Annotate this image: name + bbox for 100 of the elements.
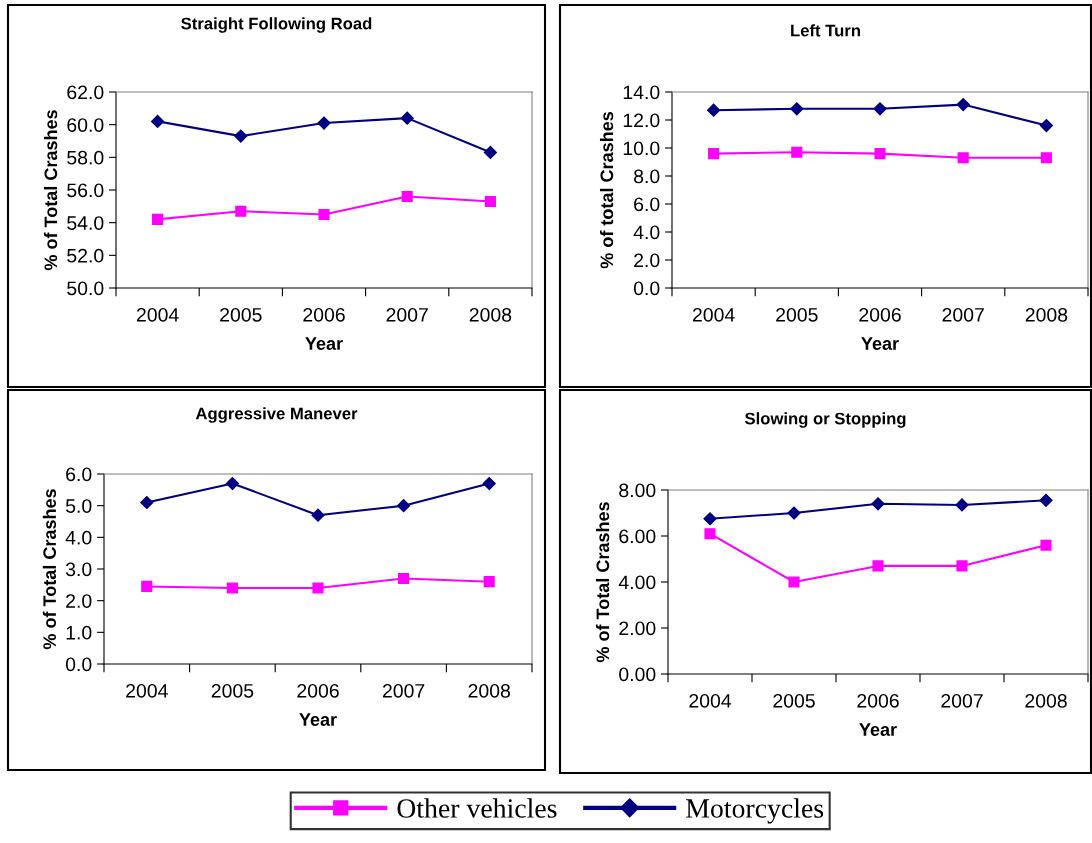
legend-label: Motorcycles: [686, 798, 824, 824]
x-tick-label: 2006: [859, 307, 901, 322]
y-tick-label: 3.0: [65, 562, 92, 577]
point: [956, 98, 970, 112]
point: [874, 148, 886, 160]
point: [956, 560, 968, 572]
y-tick-label: 4.00: [618, 575, 656, 590]
y-tick-label: 52.0: [67, 248, 104, 263]
point: [483, 576, 495, 588]
y-tick-label: 10.0: [623, 141, 660, 156]
x-tick-label: 2005: [211, 683, 254, 698]
y-tick-label: 6.0: [66, 467, 92, 482]
point: [703, 512, 717, 526]
y-tick-label: 2.00: [619, 621, 656, 636]
point: [318, 208, 330, 221]
x-tick-label: 2006: [297, 683, 339, 698]
point: [788, 576, 800, 588]
x-tick-label: 2007: [382, 683, 425, 698]
point: [872, 560, 884, 572]
point: [140, 495, 154, 510]
x-tick-label: 2006: [303, 307, 345, 322]
point: [955, 498, 969, 512]
x-axis-title: Year: [305, 337, 343, 350]
legend-label: Other vehicles: [397, 798, 557, 818]
point: [704, 528, 716, 540]
y-tick-label: 8.00: [619, 483, 656, 498]
point: [400, 111, 414, 125]
x-axis-title: Year: [861, 337, 899, 350]
point: [873, 102, 887, 116]
x-tick-label: 2008: [1025, 693, 1067, 708]
point: [1040, 152, 1052, 164]
y-axis-title: % of total Crashes: [599, 111, 614, 269]
point: [1039, 119, 1053, 133]
point: [152, 213, 164, 225]
x-tick-label: 2006: [857, 693, 899, 708]
point: [482, 476, 496, 491]
y-tick-label: 8.0: [634, 169, 660, 184]
y-tick-label: 2.0: [634, 253, 660, 268]
point: [312, 582, 324, 594]
y-tick-label: 6.00: [619, 529, 656, 544]
y-tick-label: 1.0: [66, 625, 92, 640]
y-axis-title: % of Total Crashes: [43, 110, 58, 271]
x-tick-label: 2004: [126, 683, 168, 698]
y-tick-label: 2.0: [66, 594, 92, 608]
y-tick-label: 14.0: [623, 85, 660, 100]
point: [141, 580, 153, 592]
x-tick-label: 2007: [386, 307, 428, 322]
y-axis-title: % of Total Crashes: [42, 489, 57, 650]
chart-title: Slowing or Stopping: [744, 412, 906, 428]
point: [317, 116, 331, 130]
point: [234, 129, 248, 143]
point: [225, 476, 239, 491]
y-tick-label: 56.0: [67, 183, 104, 198]
y-tick-label: 0.0: [65, 657, 92, 672]
point: [1039, 493, 1053, 507]
point: [790, 102, 804, 116]
point: [483, 145, 497, 160]
chart-title: Left Turn: [791, 24, 860, 37]
y-tick-label: 6.0: [634, 197, 660, 212]
x-tick-label: 2007: [941, 693, 983, 708]
x-tick-label: 2007: [942, 307, 984, 322]
y-tick-label: 4.0: [633, 225, 660, 240]
y-tick-label: 60.0: [67, 118, 104, 132]
x-tick-label: 2004: [689, 693, 732, 708]
x-tick-label: 2005: [776, 307, 818, 322]
point: [957, 152, 969, 164]
x-tick-label: 2008: [469, 307, 512, 322]
point: [787, 506, 801, 520]
y-tick-label: 62.0: [67, 85, 104, 100]
point: [484, 195, 496, 207]
point: [397, 499, 411, 513]
y-tick-label: 0.0: [633, 281, 660, 296]
point: [226, 582, 238, 594]
chart-title: Aggressive Manever: [195, 407, 358, 423]
y-tick-label: 12.0: [623, 113, 660, 128]
x-tick-label: 2005: [220, 307, 262, 322]
y-axis-title: % of Total Crashes: [595, 502, 610, 663]
point: [1040, 539, 1052, 551]
y-tick-label: 0.00: [619, 667, 656, 682]
y-tick-label: 4.0: [65, 530, 92, 545]
point: [235, 205, 247, 217]
chart-title: Straight Following Road: [181, 17, 372, 33]
point: [871, 497, 885, 511]
point: [311, 508, 325, 522]
point: [151, 114, 165, 128]
x-tick-label: 2008: [468, 683, 510, 698]
x-tick-label: 2004: [136, 307, 179, 322]
point: [398, 572, 410, 585]
point: [401, 190, 413, 203]
y-tick-label: 58.0: [67, 150, 104, 165]
x-tick-label: 2005: [773, 693, 815, 708]
y-tick-label: 50.0: [67, 281, 104, 296]
point: [707, 103, 721, 117]
x-axis-title: Year: [859, 723, 897, 736]
y-tick-label: 54.0: [67, 216, 104, 230]
y-tick-label: 5.0: [65, 499, 92, 513]
x-tick-label: 2008: [1025, 307, 1068, 322]
point: [791, 146, 803, 158]
point: [708, 148, 720, 160]
x-axis-title: Year: [299, 713, 337, 726]
